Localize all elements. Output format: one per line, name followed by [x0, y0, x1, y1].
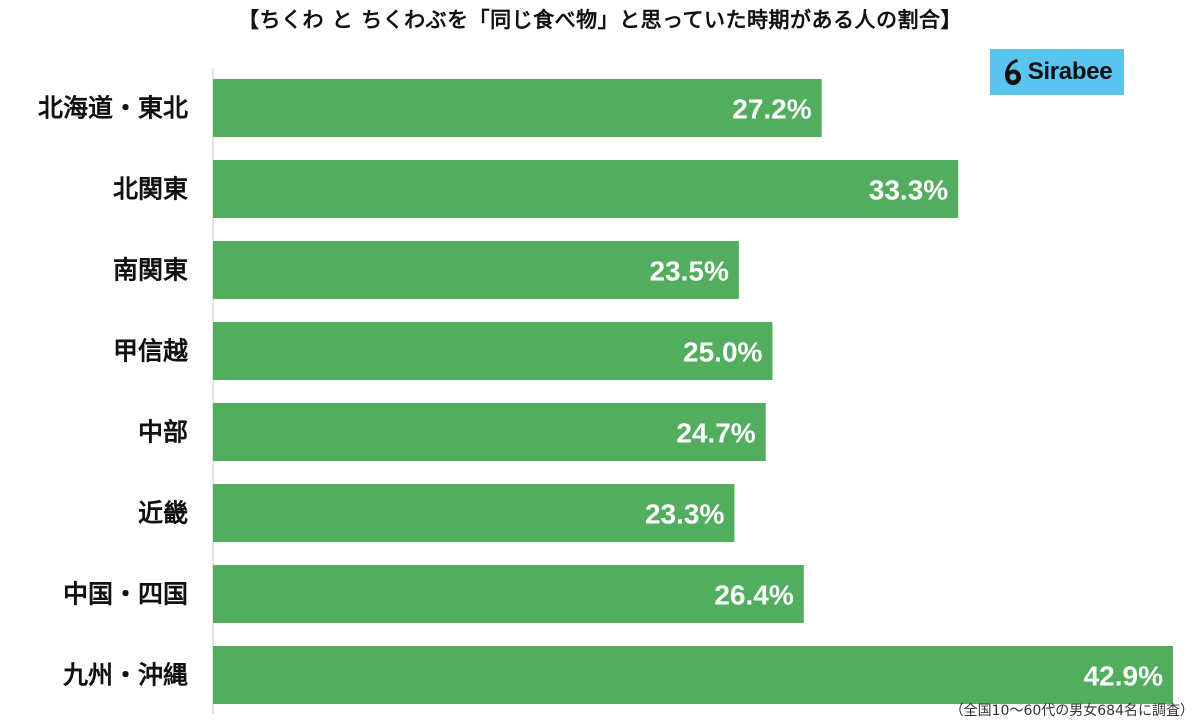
- bar-3: [213, 241, 739, 299]
- value-label: 42.9%: [1084, 661, 1163, 692]
- value-label: 23.5%: [649, 256, 728, 287]
- category-label: 中国・四国: [63, 580, 188, 609]
- category-label: 甲信越: [113, 337, 189, 366]
- value-label: 33.3%: [869, 175, 948, 206]
- value-label: 24.7%: [676, 418, 755, 449]
- value-label: 25.0%: [683, 337, 762, 368]
- logo-text: Sirabee: [1027, 58, 1113, 85]
- bar-5: [213, 403, 766, 461]
- category-label: 九州・沖縄: [62, 661, 188, 690]
- value-label: 23.3%: [645, 499, 724, 530]
- bar-8: [213, 646, 1173, 704]
- category-label: 近畿: [138, 499, 188, 528]
- survey-footnote: （全国10～60代の男女684名に調査）: [949, 703, 1194, 719]
- category-label: 南関東: [113, 256, 188, 285]
- category-label: 中部: [138, 418, 188, 447]
- chart-title: 【ちくわ と ちくわぶを「同じ食べ物」と思っていた時期がある人の割合】: [237, 8, 963, 32]
- value-label: 27.2%: [732, 94, 811, 125]
- sirabee-logo: Sirabee: [990, 49, 1124, 95]
- bar-6: [213, 484, 735, 542]
- category-label: 北海道・東北: [38, 94, 188, 123]
- category-label: 北関東: [113, 175, 188, 204]
- sirabee-logo-icon: [1004, 59, 1021, 85]
- value-label: 26.4%: [714, 580, 793, 611]
- bar-1: [213, 79, 822, 137]
- bar-4: [213, 322, 773, 380]
- bar-7: [213, 565, 804, 623]
- bar-2: [213, 160, 959, 218]
